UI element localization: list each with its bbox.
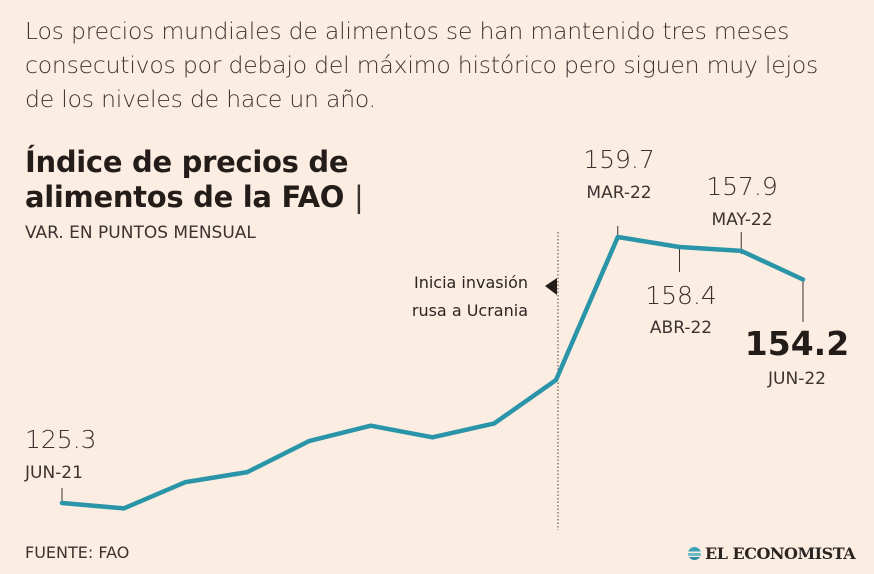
logo: EL ECONOMISTA — [688, 544, 856, 563]
source-note: FUENTE: FAO — [25, 543, 130, 562]
title-separator: | — [353, 180, 364, 214]
value-label-jun-21: 125.3 — [25, 425, 97, 454]
logo-icon — [688, 547, 701, 560]
invasion-marker-arrow-icon — [545, 278, 557, 295]
chart-title: Índice de precios de alimentos de la FAO… — [25, 145, 364, 215]
annotation-line-2: rusa a Ucrania — [412, 301, 528, 320]
date-label-jun-22: JUN-22 — [767, 369, 826, 389]
value-label-abr-22: 158.4 — [645, 281, 717, 310]
date-label-mar-22: MAR-22 — [586, 183, 651, 203]
value-label-mar-22: 159.7 — [583, 145, 655, 174]
intro-text: Los precios mundiales de alimentos se ha… — [25, 17, 819, 113]
date-label-jun-21: JUN-21 — [24, 463, 83, 483]
logo-text: EL ECONOMISTA — [705, 544, 856, 563]
value-label-jun-22: 154.2 — [745, 324, 849, 363]
date-label-abr-22: ABR-22 — [650, 318, 712, 338]
value-label-may-22: 157.9 — [706, 172, 778, 201]
title-line-1: Índice de precios de — [25, 145, 349, 179]
date-label-may-22: MAY-22 — [711, 210, 772, 230]
title-line-2: alimentos de la FAO — [25, 180, 345, 214]
annotation-line-1: Inicia invasión — [414, 273, 528, 292]
chart-subtitle: VAR. EN PUNTOS MENSUAL — [25, 223, 256, 243]
